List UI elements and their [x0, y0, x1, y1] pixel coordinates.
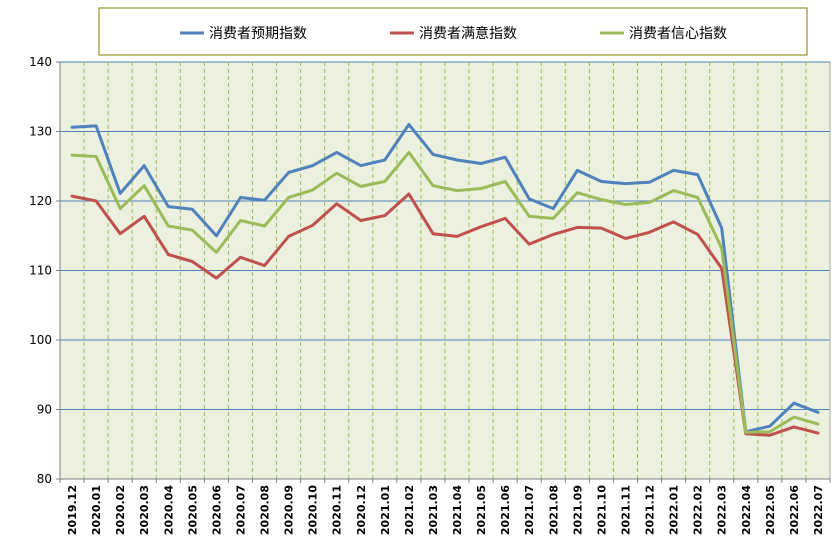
- y-tick-label: 100: [29, 333, 52, 347]
- x-tick-label: 2020.04: [162, 485, 175, 535]
- x-axis-labels: 2019.12 2020.01 2020.02 2020.03 2020.04 2020.…: [66, 485, 825, 535]
- x-tick-label: 2021.03: [427, 485, 440, 535]
- x-tick-label: 2020.08: [259, 485, 272, 535]
- x-tick-label: 2020.02: [114, 485, 127, 535]
- gridlines: [60, 61, 830, 479]
- x-tick-label: 2021.09: [571, 485, 584, 535]
- x-tick-label: 2020.06: [210, 485, 223, 535]
- x-tick-label: 2022.04: [740, 485, 753, 535]
- x-tick-label: 2020.03: [138, 485, 151, 535]
- series-group: [70, 123, 820, 437]
- series-line-1: [70, 123, 820, 434]
- x-tick-label: 2020.07: [234, 485, 247, 535]
- x-tick-label: 2021.11: [619, 485, 632, 535]
- legend-label: 消费者预期指数: [209, 26, 307, 42]
- x-tick-label: 2021.10: [595, 485, 608, 535]
- x-tick-label: 2019.12: [66, 485, 79, 535]
- x-tick-label: 2021.02: [403, 485, 416, 535]
- x-tick-label: 2022.06: [788, 485, 801, 535]
- y-tick-label: 90: [37, 403, 52, 417]
- x-tick-label: 2020.11: [331, 485, 344, 535]
- legend-frame: [98, 7, 808, 56]
- x-tick-label: 2022.03: [716, 485, 729, 535]
- x-tick-label: 2022.02: [692, 485, 705, 535]
- y-tick-label: 140: [29, 55, 52, 69]
- x-tick-label: 2020.10: [307, 485, 320, 535]
- series-line-2: [70, 192, 820, 437]
- y-tick-label: 130: [29, 125, 52, 139]
- y-tick-label: 120: [29, 194, 52, 208]
- series-line-3: [70, 150, 820, 434]
- legend: 消费者预期指数 消费者满意指数 消费者信心指数: [180, 25, 727, 42]
- x-tick-label: 2022.07: [812, 485, 825, 535]
- x-tick-label: 2020.01: [90, 485, 103, 535]
- x-tick-label: 2020.05: [186, 485, 199, 535]
- x-tick-label: 2021.08: [547, 485, 560, 535]
- y-tick-label: 80: [37, 472, 52, 486]
- x-tick-label: 2022.05: [764, 485, 777, 535]
- axes: [56, 61, 831, 483]
- x-tick-label: 2020.09: [283, 485, 296, 535]
- x-tick-label: 2020.12: [355, 485, 368, 535]
- x-tick-label: 2021.06: [499, 485, 512, 535]
- y-axis-labels: 80 90 100 110 120 130 140: [29, 55, 52, 486]
- x-tick-label: 2021.01: [379, 485, 392, 535]
- legend-label: 消费者信心指数: [629, 26, 727, 42]
- x-tick-label: 2021.07: [523, 485, 536, 535]
- x-tick-label: 2021.04: [451, 485, 464, 535]
- legend-label: 消费者满意指数: [419, 25, 517, 42]
- x-tick-label: 2021.05: [475, 485, 488, 535]
- y-tick-label: 110: [29, 264, 52, 278]
- x-tick-label: 2021.12: [644, 485, 657, 535]
- x-tick-label: 2022.01: [668, 485, 681, 535]
